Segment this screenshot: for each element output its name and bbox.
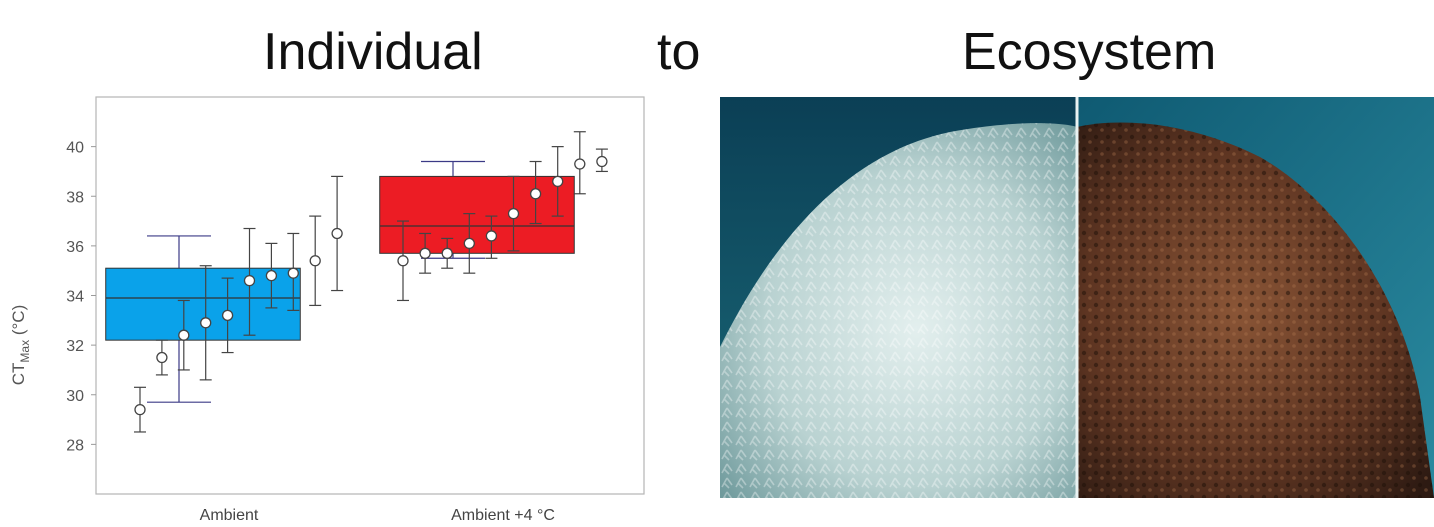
data-point [199,265,212,381]
data-point [397,220,409,302]
data-point [134,386,146,433]
healthy-coral-texture [1077,122,1434,498]
y-tick-label: 38 [66,189,84,206]
data-point [177,299,190,371]
data-point [573,131,586,195]
data-point [463,213,476,274]
heading-ecosystem: Ecosystem [962,23,1217,81]
bleached-coral-branches [720,123,1077,498]
heading-to: to [657,23,701,81]
coral-comparison-photo [720,97,1434,498]
data-point [331,175,344,292]
data-point [485,215,498,259]
box-iqr [379,175,575,254]
data-point [507,175,520,252]
data-point [287,232,300,311]
ctmax-chart: 28 30 32 34 36 38 40 Ambient Ambient +4 °C CTMa… [0,90,660,527]
x-category-label: Ambient [200,507,259,524]
box-iqr [105,267,301,341]
ctmax-chart-svg: 28 30 32 34 36 38 40 Ambient Ambient +4 °C CTMa… [9,96,645,524]
y-tick-label: 30 [66,388,84,405]
data-point [155,339,168,376]
data-point [419,232,432,274]
data-point [309,215,322,307]
y-axis-label: CTMax (°C) [9,305,32,385]
x-category-label: Ambient +4 °C [451,507,555,524]
coral-photo-svg [720,97,1434,498]
data-point [551,146,564,217]
y-tick-label: 32 [66,338,84,355]
data-point [265,242,278,309]
data-point [441,237,454,269]
y-tick-label: 28 [66,437,84,454]
y-tick-label: 34 [66,289,84,306]
heading-individual: Individual [263,23,483,81]
data-point [529,160,542,225]
y-tick-label: 40 [66,140,84,157]
data-point [243,227,256,336]
y-tick-label: 36 [66,239,84,256]
data-point [595,148,608,173]
data-point [221,277,234,354]
